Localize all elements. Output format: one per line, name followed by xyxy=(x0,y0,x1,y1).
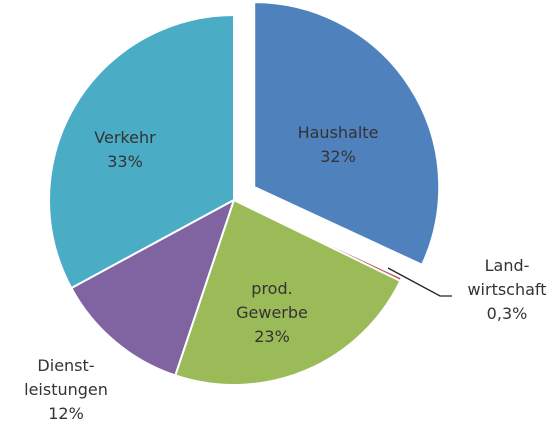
leader-line xyxy=(387,267,452,297)
slice-label: Haushalte 32% xyxy=(298,121,379,169)
category-label: prod. Gewerbe xyxy=(236,279,308,322)
slice-label: Land- wirtschaft 0,3% xyxy=(467,254,546,326)
slice-label: prod. Gewerbe 23% xyxy=(236,277,308,349)
category-label: Haushalte xyxy=(297,123,379,142)
value-label: 12% xyxy=(48,404,84,423)
pie-slice xyxy=(69,197,236,377)
value-label: 32% xyxy=(320,147,356,166)
pie-slice xyxy=(253,1,441,267)
slice-label: Dienst- leistungen 12% xyxy=(24,354,108,426)
slice-label: Verkehr 33% xyxy=(94,126,155,174)
value-label: 23% xyxy=(254,327,290,346)
value-label: 33% xyxy=(107,152,143,171)
pie-slice xyxy=(174,198,402,386)
pie-slice xyxy=(233,199,404,283)
pie-slice xyxy=(48,13,235,290)
value-label: 0,3% xyxy=(486,304,528,323)
category-label: Land- wirtschaft xyxy=(467,256,547,299)
category-label: Dienst- leistungen xyxy=(24,356,108,399)
category-label: Verkehr xyxy=(94,128,156,147)
